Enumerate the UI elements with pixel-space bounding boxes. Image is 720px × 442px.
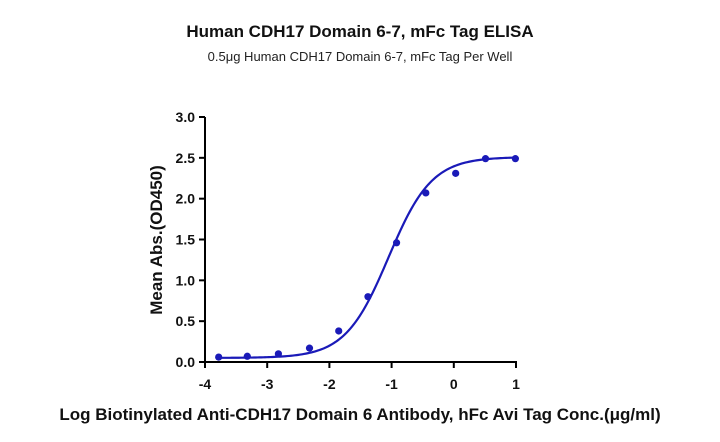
x-axis-title: Log Biotinylated Anti-CDH17 Domain 6 Ant… bbox=[59, 405, 660, 424]
y-tick-label: 2.5 bbox=[176, 150, 196, 166]
fit-curve bbox=[218, 156, 516, 359]
data-point bbox=[452, 169, 460, 177]
data-point bbox=[511, 155, 519, 163]
data-point bbox=[422, 189, 430, 197]
y-tick-label: 3.0 bbox=[176, 109, 196, 125]
y-tick-label: 0.0 bbox=[176, 354, 196, 370]
data-point bbox=[215, 353, 223, 361]
y-tick-label: 1.5 bbox=[176, 232, 196, 248]
data-points bbox=[215, 155, 519, 361]
y-tick-label: 2.0 bbox=[176, 191, 196, 207]
x-axis-ticks: -4 -3 -2 -1 0 1 bbox=[199, 362, 520, 392]
y-axis-title: Mean Abs.(OD450) bbox=[147, 165, 166, 315]
y-tick-label: 1.0 bbox=[176, 272, 196, 288]
data-point bbox=[274, 350, 282, 358]
x-tick-label: -2 bbox=[323, 376, 336, 392]
data-point bbox=[481, 155, 490, 163]
x-tick-label: 0 bbox=[450, 376, 458, 392]
x-tick-label: 1 bbox=[512, 376, 520, 392]
data-point bbox=[243, 352, 251, 360]
chart-title: Human CDH17 Domain 6-7, mFc Tag ELISA bbox=[186, 22, 533, 41]
data-point bbox=[335, 327, 343, 335]
data-point bbox=[305, 344, 314, 352]
x-tick-label: -3 bbox=[261, 376, 274, 392]
x-tick-label: -4 bbox=[199, 376, 212, 392]
x-tick-label: -1 bbox=[385, 376, 398, 392]
data-point bbox=[364, 293, 372, 301]
data-point bbox=[392, 239, 401, 247]
chart-subtitle: 0.5μg Human CDH17 Domain 6-7, mFc Tag Pe… bbox=[208, 49, 513, 64]
y-tick-label: 0.5 bbox=[176, 313, 196, 329]
y-axis-ticks: 0.0 0.5 1.0 1.5 2.0 2.5 3.0 bbox=[176, 109, 205, 370]
